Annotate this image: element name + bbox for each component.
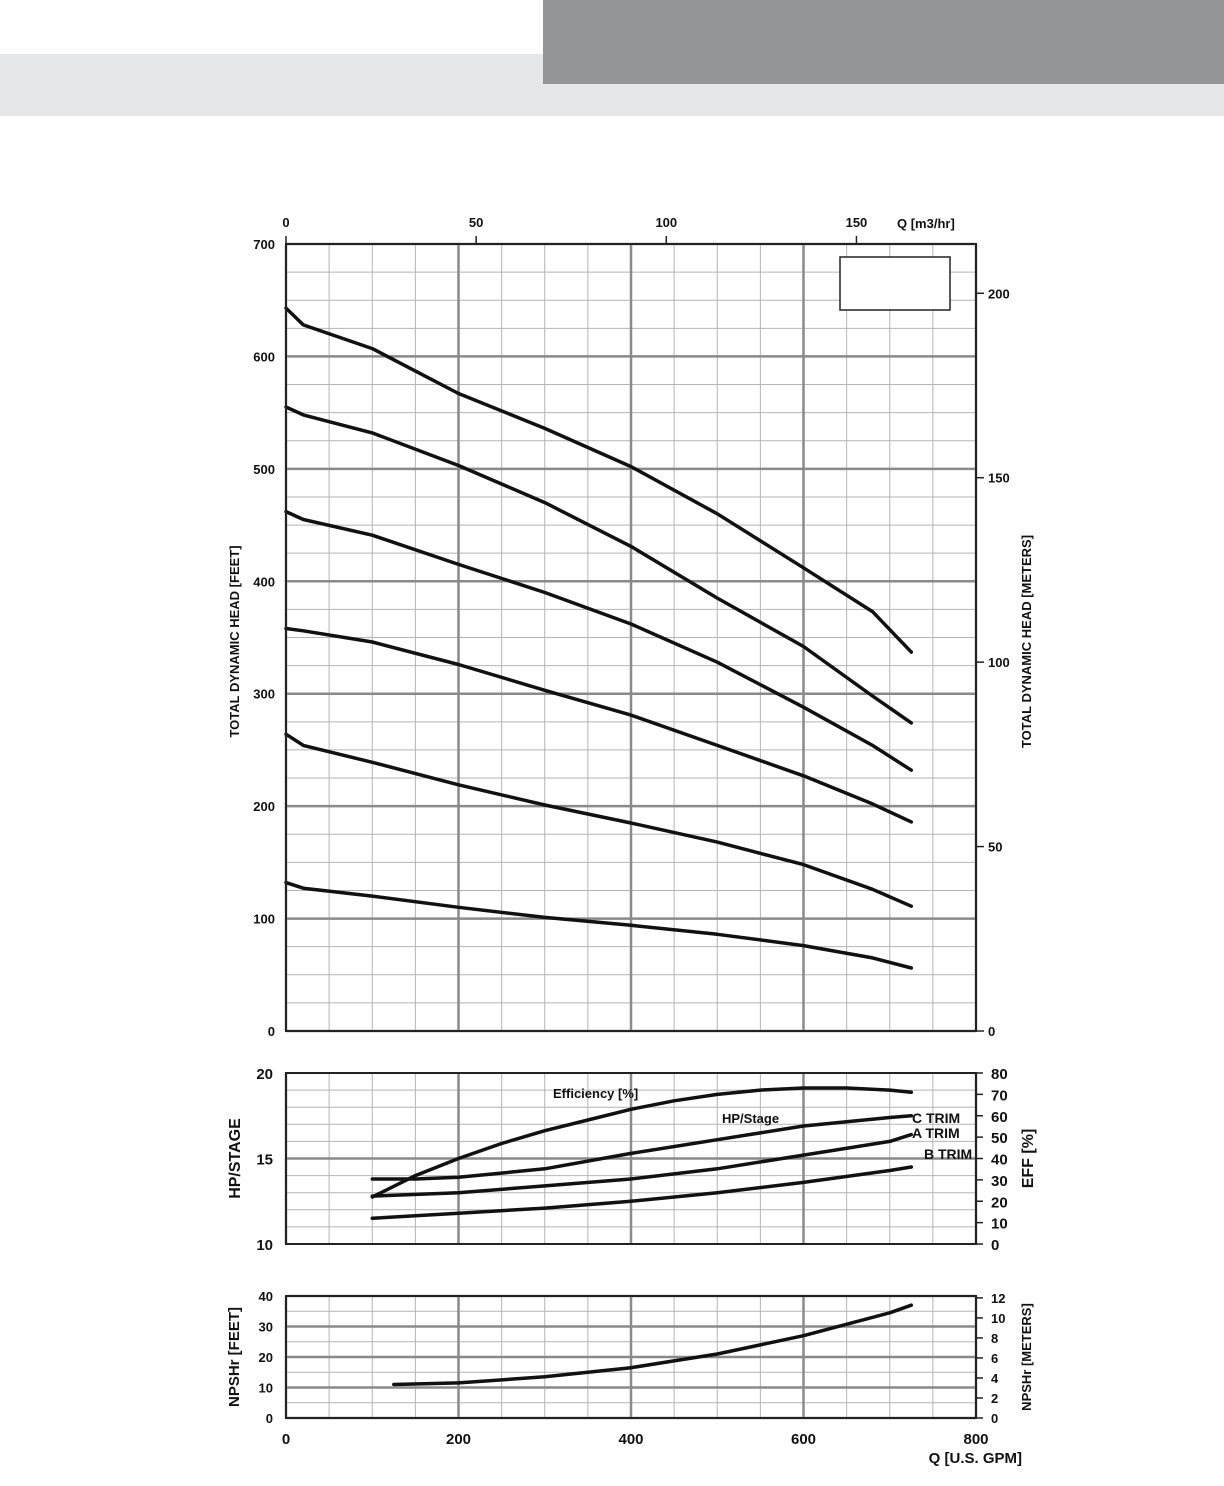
y2-tick-label: 50 [991,1130,1008,1147]
y2-tick-label: 0 [991,1411,998,1426]
x-tick-label: 200 [446,1431,471,1448]
y-tick-label: 20 [259,1350,273,1365]
head-m3hr-ticks: 0 50 100 150 [282,215,867,244]
x2-tick-label: 0 [282,215,289,230]
c-trim-label: C TRIM [912,1110,960,1126]
y-tick-label: 300 [253,687,275,702]
head-curves [284,306,914,970]
head-curve [284,626,914,824]
y-tick-label: 15 [256,1152,273,1169]
y-tick-label: 10 [256,1237,273,1254]
efficiency-curve [370,1086,914,1199]
y2-tick-label: 30 [991,1173,1008,1190]
y-tick-label: 400 [253,574,275,589]
y2-tick-label: 6 [991,1351,998,1366]
a-trim-label: A TRIM [912,1125,960,1141]
hp-curve [370,1165,914,1221]
npshr-frame [285,1295,977,1419]
y-tick-label: 600 [253,349,275,364]
x-tick-label: 0 [282,1431,290,1448]
y-tick-label: 100 [253,912,275,927]
y2-tick-label: 2 [991,1391,998,1406]
y-tick-label: 0 [266,1411,273,1426]
hp-curves [370,1086,914,1221]
y2-tick-label: 40 [991,1152,1008,1169]
x2-tick-label: 150 [846,215,868,230]
hp-curve [370,1114,914,1181]
head-curve [284,405,914,725]
head-curve [284,509,914,772]
head-chart: 0 100 200 300 400 500 600 700 0 50 100 150 200 0 50 1… [227,215,1034,1039]
head-meters-axis-label: TOTAL DYNAMIC HEAD [METERS] [1019,535,1034,748]
hp-axis-label: HP/STAGE [227,1118,244,1199]
y-tick-label: 40 [259,1289,273,1304]
y2-tick-label: 12 [991,1291,1005,1306]
x-tick-label: 600 [791,1431,816,1448]
head-frame [285,243,977,1032]
y2-tick-label: 10 [991,1311,1005,1326]
npshr-curves [392,1303,914,1387]
gpm-axis-label: Q [U.S. GPM] [929,1450,1022,1467]
eff-y-ticks: 0 10 20 30 40 50 60 70 80 [976,1066,1008,1254]
y2-tick-label: 70 [991,1087,1008,1104]
y2-tick-label: 100 [988,655,1010,670]
npshr-meters-axis-label: NPSHr [METERS] [1019,1303,1034,1411]
head-meters-ticks: 0 50 100 150 200 [976,286,1010,1039]
y2-tick-label: 0 [988,1024,995,1039]
x-tick-label: 400 [618,1431,643,1448]
y2-tick-label: 0 [991,1237,999,1254]
efficiency-annotation: Efficiency [%] [553,1086,638,1101]
npshr-curve [392,1303,914,1387]
npshr-meters-ticks: 0 2 4 6 8 10 12 [976,1291,1005,1426]
head-grid [284,242,978,1033]
y-tick-label: 0 [268,1024,275,1039]
hp-y-ticks: 10 15 20 [256,1066,273,1254]
head-feet-axis-label: TOTAL DYNAMIC HEAD [FEET] [227,545,242,737]
y-tick-label: 200 [253,799,275,814]
gpm-x-ticks: 0 200 400 600 800 [282,1431,989,1448]
y2-tick-label: 80 [991,1066,1008,1083]
y-tick-label: 500 [253,462,275,477]
x-tick-label: 800 [963,1431,988,1448]
header-band-dark [543,0,1224,84]
y-tick-label: 10 [259,1381,273,1396]
y2-tick-label: 10 [991,1216,1008,1233]
y2-tick-label: 4 [991,1371,999,1386]
npshr-grid [284,1294,978,1420]
y-tick-label: 20 [256,1066,273,1083]
hp-eff-chart: 10 15 20 0 10 20 30 40 50 60 70 80 HP/STAGE EFF [%… [227,1066,1037,1254]
npshr-chart: 0 10 20 30 40 0 2 4 6 8 10 12 0 200 400 600 800 NPSHr … [226,1289,1034,1467]
npshr-feet-axis-label: NPSHr [FEET] [226,1307,243,1407]
x2-tick-label: 50 [469,215,483,230]
m3hr-axis-label: Q [m3/hr] [897,216,955,231]
npshr-y-ticks: 0 10 20 30 40 [259,1289,273,1426]
y-tick-label: 700 [253,237,275,252]
legend-box [839,256,951,311]
y2-tick-label: 20 [991,1194,1008,1211]
hp-curve [370,1132,914,1198]
head-curve [284,880,914,970]
y2-tick-label: 200 [988,286,1010,301]
hp-stage-annotation: HP/Stage [722,1111,779,1126]
head-curve [284,732,914,908]
eff-axis-label: EFF [%] [1020,1129,1037,1189]
y2-tick-label: 150 [988,471,1010,486]
y2-tick-label: 8 [991,1331,998,1346]
y-tick-label: 30 [259,1320,273,1335]
y2-tick-label: 50 [988,840,1002,855]
b-trim-label: B TRIM [924,1146,972,1162]
x2-tick-label: 100 [655,215,677,230]
head-curve [284,306,914,654]
head-y-ticks: 0 100 200 300 400 500 600 700 [253,237,275,1039]
y2-tick-label: 60 [991,1109,1008,1126]
